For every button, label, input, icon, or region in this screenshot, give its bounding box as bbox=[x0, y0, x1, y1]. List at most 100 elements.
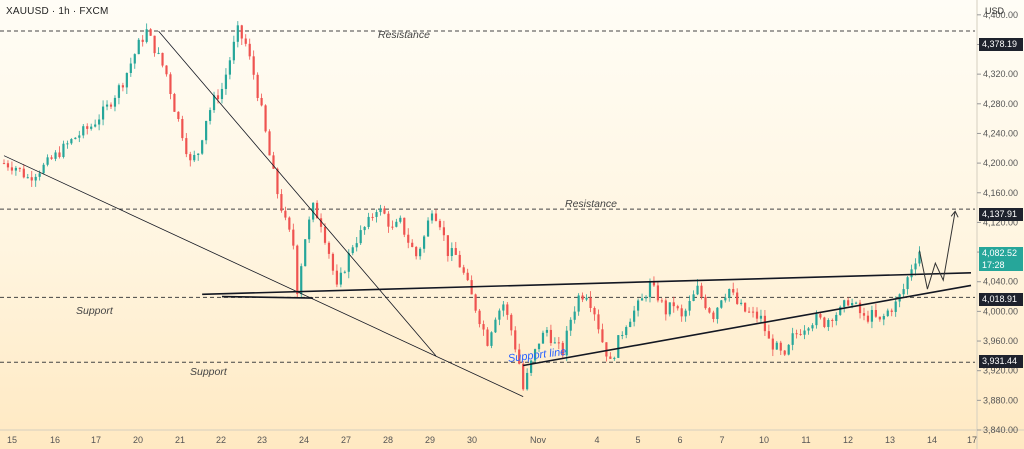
candle-body bbox=[450, 248, 453, 257]
candle-body bbox=[315, 202, 319, 219]
trendline-descending-wedge-upper bbox=[158, 30, 437, 357]
candle-body bbox=[411, 242, 414, 248]
candle-body bbox=[533, 349, 537, 361]
candle-body bbox=[878, 316, 881, 320]
candle-body bbox=[367, 216, 370, 227]
candle-body bbox=[676, 306, 679, 309]
y-tick-label: 4,240.00 bbox=[983, 128, 1018, 138]
candle-body bbox=[58, 152, 61, 157]
candle-body bbox=[304, 239, 307, 267]
trendline-neckline-upper bbox=[202, 272, 972, 296]
candle-body bbox=[910, 269, 913, 278]
x-tick-label: 27 bbox=[341, 435, 351, 445]
candle-body bbox=[208, 110, 212, 121]
candle-body bbox=[94, 124, 97, 127]
candle-body bbox=[799, 333, 802, 335]
candle-body bbox=[577, 295, 580, 312]
price-tag-resistance-lower: 4,137.91 bbox=[979, 208, 1023, 221]
candle-body bbox=[767, 331, 770, 339]
candle-body bbox=[355, 243, 358, 248]
candle-body bbox=[474, 294, 477, 311]
candle-body bbox=[169, 74, 172, 95]
candle-body bbox=[573, 311, 576, 320]
candle-body bbox=[918, 251, 921, 264]
currency-label: USD bbox=[985, 6, 1005, 16]
candle-body bbox=[46, 157, 49, 165]
candle-body bbox=[284, 210, 287, 218]
candle-body bbox=[549, 329, 553, 344]
candle-body bbox=[335, 270, 339, 285]
x-tick-label: 14 bbox=[927, 435, 937, 445]
candle-body bbox=[34, 176, 37, 181]
candle-body bbox=[419, 248, 422, 257]
candle-body bbox=[280, 194, 283, 211]
last-price-value: 4,082.52 bbox=[982, 248, 1018, 258]
x-tick-label: 7 bbox=[719, 435, 724, 445]
candle-body bbox=[438, 220, 442, 228]
candle-body bbox=[26, 177, 29, 179]
annotation-resistance-top: Resistance bbox=[378, 29, 430, 41]
candle-body bbox=[2, 163, 6, 165]
y-tick-label: 4,000.00 bbox=[983, 306, 1018, 316]
candle-body bbox=[680, 308, 683, 317]
candle-body bbox=[894, 301, 897, 312]
y-tick-label: 3,840.00 bbox=[983, 425, 1018, 435]
candle-body bbox=[803, 330, 806, 335]
candle-body bbox=[692, 294, 695, 301]
candle-body bbox=[486, 329, 489, 346]
candle-body bbox=[319, 218, 323, 227]
candle-body bbox=[851, 303, 854, 306]
candle-body bbox=[684, 310, 687, 317]
candle-body bbox=[617, 335, 620, 358]
trendline-support-line bbox=[523, 284, 972, 367]
x-tick-label: 16 bbox=[50, 435, 60, 445]
candle-body bbox=[819, 314, 822, 318]
candle-body bbox=[454, 248, 457, 255]
candle-body bbox=[149, 29, 152, 36]
candle-body bbox=[14, 167, 17, 171]
candle-body bbox=[605, 342, 608, 357]
x-tick-label: 17 bbox=[91, 435, 101, 445]
candle-body bbox=[732, 289, 735, 293]
candle-body bbox=[220, 88, 224, 100]
y-tick-label: 4,400.00 bbox=[983, 10, 1018, 20]
candle-body bbox=[42, 164, 45, 174]
candle-body bbox=[197, 153, 200, 155]
candle-body bbox=[874, 309, 877, 317]
candle-body bbox=[442, 227, 446, 236]
candle-body bbox=[403, 217, 406, 235]
candle-body bbox=[351, 247, 354, 254]
y-tick-label: 4,120.00 bbox=[983, 217, 1018, 227]
candle-body bbox=[581, 295, 584, 300]
projection-path bbox=[918, 211, 956, 290]
candle-body bbox=[672, 302, 675, 307]
candle-body bbox=[296, 245, 299, 295]
x-tick-label: 11 bbox=[801, 435, 810, 445]
candle-body bbox=[747, 311, 751, 313]
candle-body bbox=[537, 343, 541, 350]
candle-body bbox=[415, 247, 418, 257]
trendline-descending-wedge-lower bbox=[3, 155, 524, 398]
candle-body bbox=[648, 282, 652, 298]
x-tick-label: 24 bbox=[299, 435, 309, 445]
candle-body bbox=[137, 39, 140, 55]
candle-body bbox=[268, 131, 271, 156]
candle-body bbox=[105, 104, 109, 107]
candle-body bbox=[736, 292, 739, 304]
candle-body bbox=[506, 304, 509, 315]
candle-body bbox=[478, 310, 481, 325]
candle-body bbox=[557, 342, 560, 344]
candle-body bbox=[490, 332, 493, 346]
candle-body bbox=[173, 94, 176, 112]
candle-body bbox=[787, 344, 790, 355]
candle-body bbox=[343, 271, 346, 273]
candle-body bbox=[224, 74, 228, 89]
x-tick-label: 29 bbox=[425, 435, 435, 445]
candle-body bbox=[379, 208, 382, 213]
candle-body bbox=[252, 56, 255, 75]
candle-body bbox=[775, 342, 778, 350]
candle-body bbox=[716, 307, 719, 320]
y-tick-label: 4,200.00 bbox=[983, 158, 1018, 168]
candle-body bbox=[292, 229, 295, 246]
